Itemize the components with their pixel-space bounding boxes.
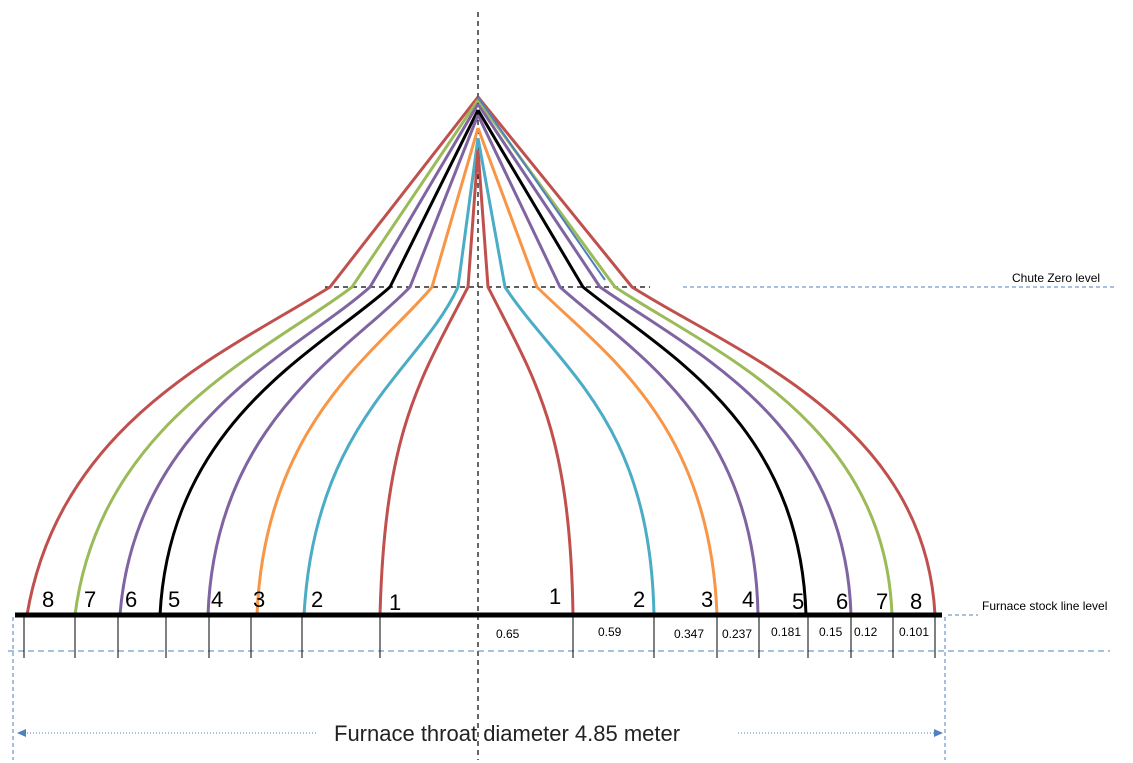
ring-label-left-5: 5 <box>168 587 180 612</box>
width-label-2: 0.59 <box>598 625 622 639</box>
width-label-5: 0.181 <box>771 625 801 639</box>
trajectory-7-left <box>73 99 480 616</box>
trajectory-1-left <box>378 149 480 616</box>
trajectory-6-right <box>476 103 853 616</box>
throat-diameter-label: Furnace throat diameter 4.85 meter <box>334 721 680 746</box>
width-label-6: 0.15 <box>819 625 843 639</box>
ring-label-left-8: 8 <box>42 587 54 612</box>
trajectory-8-left <box>25 96 480 616</box>
ring-label-right-6: 6 <box>836 589 848 614</box>
trajectory-4-right <box>476 114 760 616</box>
ring-label-right-3: 3 <box>701 587 713 612</box>
ring-label-right-2: 2 <box>633 587 645 612</box>
width-label-7: 0.12 <box>854 625 878 639</box>
trajectory-2-left <box>302 137 480 616</box>
trajectory-7-right <box>476 99 894 616</box>
trajectory-8-right <box>476 96 937 616</box>
width-label-8: 0.101 <box>899 625 929 639</box>
width-label-4: 0.237 <box>722 627 752 641</box>
ring-ticks <box>23 615 936 658</box>
chute-zero-label: Chute Zero level <box>1012 271 1100 285</box>
trajectory-5-right <box>476 109 808 616</box>
ring-label-left-7: 7 <box>84 587 96 612</box>
trajectory-guide-blue <box>477 96 606 281</box>
trajectories-right <box>476 96 937 616</box>
trajectory-4-left <box>206 114 480 616</box>
ring-label-right-8: 8 <box>910 589 922 614</box>
ring-label-right-1: 1 <box>549 584 561 609</box>
ring-label-left-1: 1 <box>389 590 401 615</box>
ring-label-left-3: 3 <box>253 587 265 612</box>
ring-label-left-4: 4 <box>211 587 223 612</box>
width-label-1: 0.65 <box>496 627 520 641</box>
width-label-3: 0.347 <box>674 627 704 641</box>
stock-line-label: Furnace stock line level <box>982 599 1107 613</box>
ring-label-left-2: 2 <box>311 587 323 612</box>
trajectory-1-right <box>476 149 575 616</box>
ring-label-right-5: 5 <box>792 589 804 614</box>
width-labels: 0.65 0.59 0.347 0.237 0.181 0.15 0.12 0.… <box>496 625 929 641</box>
ring-label-right-4: 4 <box>742 587 754 612</box>
trajectory-3-left <box>255 127 480 616</box>
ring-label-left-6: 6 <box>125 587 137 612</box>
ring-number-labels: 8 7 6 5 4 3 2 1 1 2 3 4 5 6 7 8 <box>42 584 922 615</box>
trajectory-2-right <box>476 137 656 616</box>
ring-label-right-7: 7 <box>876 589 888 614</box>
trajectory-6-left <box>118 103 480 616</box>
trajectory-3-right <box>476 127 719 616</box>
trajectory-5-left <box>158 109 480 616</box>
trajectories-left <box>25 96 480 616</box>
